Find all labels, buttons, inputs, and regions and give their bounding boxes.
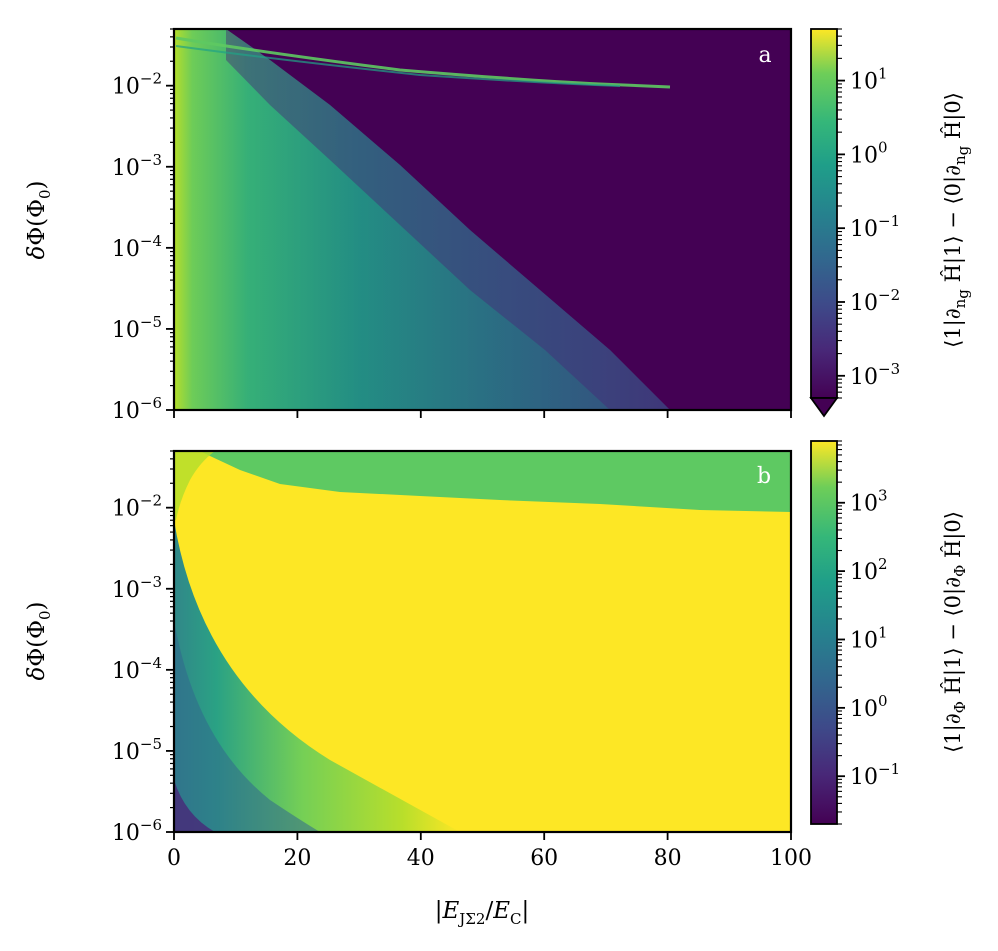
panel-b-heatmap [174, 451, 791, 832]
panel-a-x-ticks [173, 410, 792, 418]
panel-b-y-tick-label: 10−2 [112, 492, 162, 522]
panel-a-colorbar-tick-label: 100 [850, 138, 888, 168]
panel-a-heatmap [174, 29, 791, 410]
panel-b-colorbar-fill [810, 440, 838, 825]
panel-b-x-tick-label: 80 [654, 846, 682, 871]
x-axis-label: |EJΣ2/EC| [435, 898, 530, 928]
panel-a-colorbar-tick-label: 10−2 [850, 286, 900, 316]
panel-a-y-tick-label: 10−5 [112, 313, 162, 343]
panel-a-edge-blend [226, 29, 670, 410]
panel-a-y-ticks: 10−6 10−5 10−4 10−3 10−2 [112, 28, 174, 424]
panel-a-letter: a [758, 43, 771, 68]
panel-b-y-label: δΦ(Φ0) [24, 601, 54, 680]
panel-b-low-region-deep [174, 620, 320, 832]
panel-b-x-tick-label: 100 [770, 846, 812, 871]
panel-b-corner-dark [174, 780, 215, 832]
panel-b-colorbar: 10−1 100 101 102 103 ⟨1|∂Φ Ĥ|1⟩ − ⟨0|∂Φ Ĥ|0⟩ [810, 440, 969, 825]
panel-b-x-tick-label: 40 [407, 846, 435, 871]
panel-a-resonance-line-2 [175, 45, 621, 87]
panel-b-colorbar-tick-label: 102 [850, 555, 888, 585]
panel-b-x-tick-label: 0 [167, 846, 181, 871]
panel-a-y-tick-label: 10−2 [112, 70, 162, 100]
panel-b-colorbar-tick-label: 103 [850, 487, 888, 517]
panel-a-colorbar-extend-arrow [809, 397, 839, 418]
panel-b-letter: b [757, 464, 771, 489]
panel-a-colorbar-ticks: 10−3 10−2 10−1 100 101 [837, 28, 900, 399]
panel-b: b 10−6 10−5 10−4 10−3 10−2 0 20 40 60 80 100 δΦ(Φ… [24, 449, 812, 928]
panel-a-colorbar-tick-label: 101 [850, 65, 888, 95]
panel-b-y-tick-label: 10−4 [112, 654, 162, 684]
panel-a-frame [172, 27, 793, 412]
panel-b-top-region [200, 451, 791, 512]
panel-b-y-tick-label: 10−5 [112, 735, 162, 765]
panel-b-colorbar-tick-label: 100 [850, 692, 888, 722]
panel-b-y-ticks: 10−6 10−5 10−4 10−3 10−2 [112, 450, 174, 846]
panel-a-y-tick-label: 10−3 [112, 151, 162, 181]
panel-b-colorbar-label: ⟨1|∂Φ Ĥ|1⟩ − ⟨0|∂Φ Ĥ|0⟩ [941, 511, 969, 753]
panel-b-x-tick-label: 20 [283, 846, 311, 871]
panel-a-y-label: δΦ(Φ0) [24, 180, 54, 259]
panel-b-low-region [174, 520, 460, 832]
panel-b-colorbar-ticks: 10−1 100 101 102 103 [837, 440, 900, 825]
panel-a-colorbar-label: ⟨1|∂ng Ĥ|1⟩ − ⟨0|∂ng Ĥ|0⟩ [941, 92, 972, 348]
panel-b-colorbar-tick-label: 101 [850, 623, 888, 653]
panel-b-colorbar-tick-label: 10−1 [850, 760, 900, 790]
panel-a-y-tick-label: 10−6 [112, 394, 162, 424]
panel-b-y-tick-label: 10−6 [112, 816, 162, 846]
panel-b-top-left-edge [174, 451, 215, 520]
panel-a-y-tick-label: 10−4 [112, 232, 162, 262]
panel-a-colorbar-fill [810, 28, 838, 399]
panel-a-dark-region [226, 29, 791, 410]
panel-a: a 10−6 10−5 10−4 10−3 10−2 δΦ(Φ0) [24, 27, 793, 424]
panel-b-frame [172, 449, 793, 834]
panel-a-colorbar-tick-label: 10−1 [850, 212, 900, 242]
panel-b-y-tick-label: 10−3 [112, 573, 162, 603]
panel-a-colorbar-tick-label: 10−3 [850, 360, 900, 390]
panel-a-resonance-line [175, 36, 671, 89]
panel-b-x-ticks: 0 20 40 60 80 100 [167, 832, 812, 871]
panel-b-x-tick-label: 60 [530, 846, 558, 871]
panel-a-colorbar: 10−3 10−2 10−1 100 101 ⟨1|∂ng Ĥ|1⟩ − ⟨0|∂ng … [809, 28, 972, 418]
